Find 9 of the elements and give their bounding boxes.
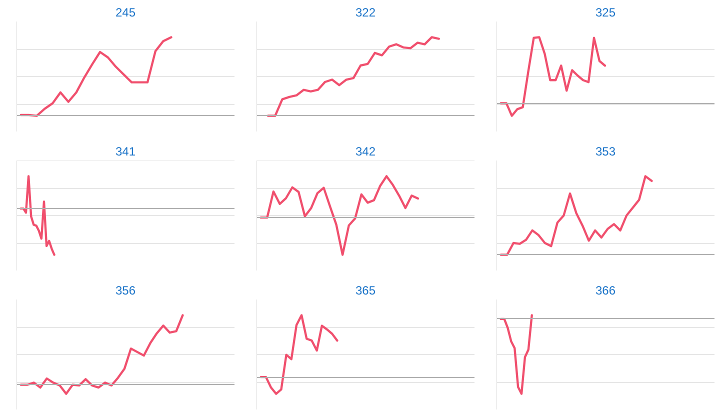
chart-title: 366 xyxy=(595,284,616,298)
chart-title: 342 xyxy=(355,144,376,158)
chart-title: 365 xyxy=(355,284,376,298)
chart-title: 322 xyxy=(355,6,376,20)
chart-title: 353 xyxy=(595,144,616,158)
chart-title: 356 xyxy=(115,284,136,298)
chart-title: 341 xyxy=(115,144,136,158)
chart-title: 325 xyxy=(595,6,616,20)
chart-title: 245 xyxy=(115,6,136,20)
